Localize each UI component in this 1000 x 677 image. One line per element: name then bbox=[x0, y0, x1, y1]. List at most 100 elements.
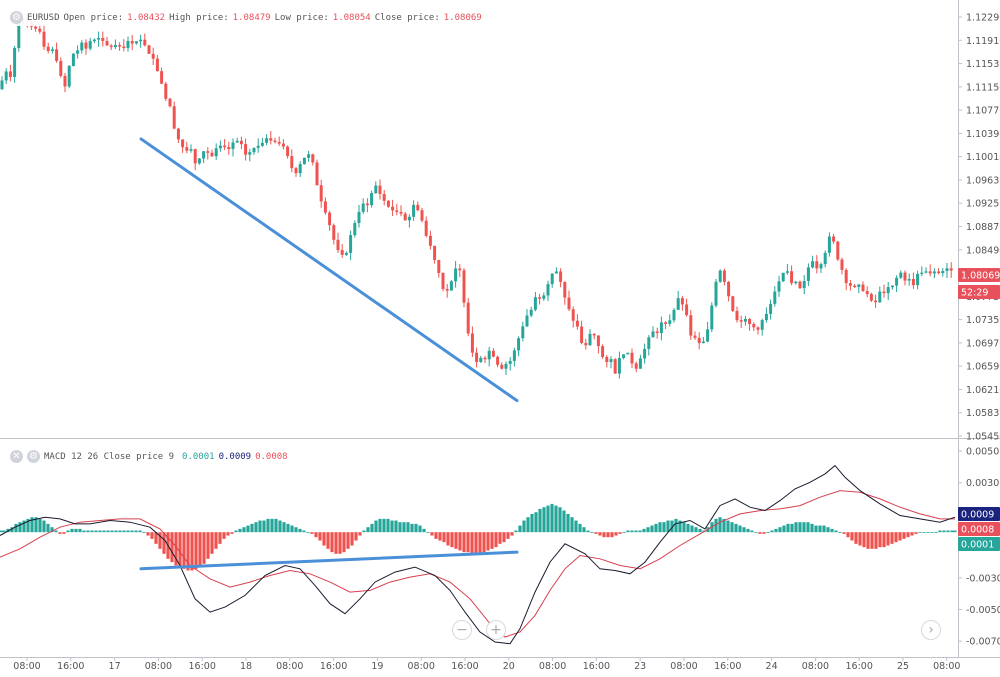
scroll-right-button[interactable]: › bbox=[921, 620, 941, 640]
candle-up bbox=[71, 53, 75, 67]
candle-down bbox=[424, 220, 428, 236]
candle-down bbox=[273, 140, 277, 143]
candle-up bbox=[525, 315, 529, 327]
histogram-bar-down bbox=[618, 532, 622, 534]
histogram-bar-down bbox=[606, 532, 610, 538]
candle-up bbox=[802, 281, 806, 289]
candle-down bbox=[874, 300, 878, 303]
candle-up bbox=[134, 41, 138, 44]
candle-up bbox=[370, 193, 374, 206]
histogram-bar-down bbox=[226, 532, 230, 536]
time-tick-label: 16:00 bbox=[583, 661, 610, 672]
zoom-in-button[interactable]: + bbox=[486, 620, 506, 640]
price-tick-label: 1.11150 bbox=[966, 82, 1000, 93]
candle-down bbox=[168, 98, 172, 107]
close-circle-icon[interactable]: ✕ bbox=[10, 450, 23, 463]
macd-tick-label: -0.0030 bbox=[966, 573, 1000, 584]
legend-high-label: High price: bbox=[169, 12, 229, 23]
candle-up bbox=[265, 138, 269, 143]
candle-up bbox=[13, 48, 17, 77]
histogram-bar-up bbox=[42, 520, 46, 533]
signal-line bbox=[0, 490, 955, 638]
histogram-bar-down bbox=[322, 532, 326, 546]
candle-down bbox=[865, 291, 869, 294]
candle-down bbox=[416, 204, 420, 211]
candle-up bbox=[718, 270, 722, 282]
time-tick-label: 08:00 bbox=[670, 661, 697, 672]
histogram-bar-up bbox=[738, 525, 742, 533]
candle-down bbox=[244, 144, 248, 155]
legend-open-label: Open price: bbox=[63, 12, 124, 23]
candle-down bbox=[735, 310, 739, 321]
gear-icon[interactable]: ⚙ bbox=[27, 450, 40, 463]
candle-up bbox=[890, 285, 894, 288]
candle-down bbox=[491, 350, 495, 357]
histogram-bar-down bbox=[506, 532, 510, 539]
candle-down bbox=[269, 138, 273, 141]
zoom-out-button[interactable]: − bbox=[452, 620, 472, 640]
histogram-bar-down bbox=[198, 532, 202, 568]
candle-up bbox=[235, 140, 239, 143]
candle-up bbox=[479, 357, 483, 363]
macd-value-tag: 0.0009 bbox=[958, 507, 1000, 521]
histogram-bar-down bbox=[842, 532, 846, 534]
candle-down bbox=[164, 83, 168, 99]
candle-down bbox=[596, 335, 600, 347]
histogram-bar-up bbox=[930, 532, 934, 533]
histogram-bar-down bbox=[478, 532, 482, 554]
candle-down bbox=[181, 139, 185, 148]
candle-down bbox=[844, 269, 848, 284]
time-tick-label: 16:00 bbox=[57, 661, 84, 672]
candle-down bbox=[42, 31, 46, 47]
candle-up bbox=[260, 142, 264, 146]
histogram-bar-up bbox=[118, 530, 122, 533]
candle-down bbox=[882, 291, 886, 294]
candle-down bbox=[185, 147, 189, 151]
candle-up bbox=[302, 157, 306, 165]
histogram-bar-up bbox=[934, 532, 938, 533]
histogram-bar-up bbox=[674, 518, 678, 533]
histogram-bar-up bbox=[730, 522, 734, 533]
candle-up bbox=[407, 216, 411, 221]
histogram-bar-up bbox=[554, 505, 558, 533]
candle-up bbox=[827, 236, 831, 253]
minus-icon: − bbox=[456, 622, 468, 638]
candle-down bbox=[462, 270, 466, 303]
candle-up bbox=[672, 309, 676, 321]
candle-down bbox=[575, 320, 579, 327]
candle-down bbox=[790, 271, 794, 284]
candle-down bbox=[176, 128, 180, 140]
histogram-bar-down bbox=[430, 532, 434, 536]
time-tick-label: 17 bbox=[109, 661, 121, 672]
histogram-bar-up bbox=[46, 523, 50, 533]
histogram-bar-up bbox=[134, 530, 138, 533]
histogram-bar-up bbox=[142, 532, 146, 533]
histogram-value-tag-text: 0.0001 bbox=[961, 540, 994, 551]
histogram-bar-down bbox=[442, 532, 446, 543]
candle-down bbox=[445, 288, 449, 291]
candle-up bbox=[554, 271, 558, 274]
histogram-bar-up bbox=[690, 525, 694, 533]
histogram-bar-down bbox=[474, 532, 478, 554]
histogram-bar-up bbox=[534, 512, 538, 533]
candle-up bbox=[626, 352, 630, 355]
candle-down bbox=[378, 185, 382, 194]
candle-up bbox=[344, 252, 348, 255]
histogram-bar-up bbox=[110, 530, 114, 533]
candle-down bbox=[433, 245, 437, 260]
macd-value-tag-text: 0.0009 bbox=[961, 510, 994, 521]
histogram-bar-up bbox=[426, 532, 430, 533]
histogram-bar-down bbox=[914, 532, 918, 534]
histogram-bar-up bbox=[30, 517, 34, 533]
candle-down bbox=[46, 46, 50, 51]
candle-down bbox=[294, 168, 298, 174]
candle-down bbox=[210, 152, 214, 157]
histogram-bar-up bbox=[566, 513, 570, 533]
histogram-bar-up bbox=[290, 525, 294, 533]
candle-up bbox=[588, 333, 592, 346]
histogram-bar-up bbox=[766, 532, 770, 533]
candle-up bbox=[945, 268, 949, 271]
candle-down bbox=[580, 326, 584, 344]
gear-icon[interactable]: ⚙ bbox=[10, 11, 23, 24]
